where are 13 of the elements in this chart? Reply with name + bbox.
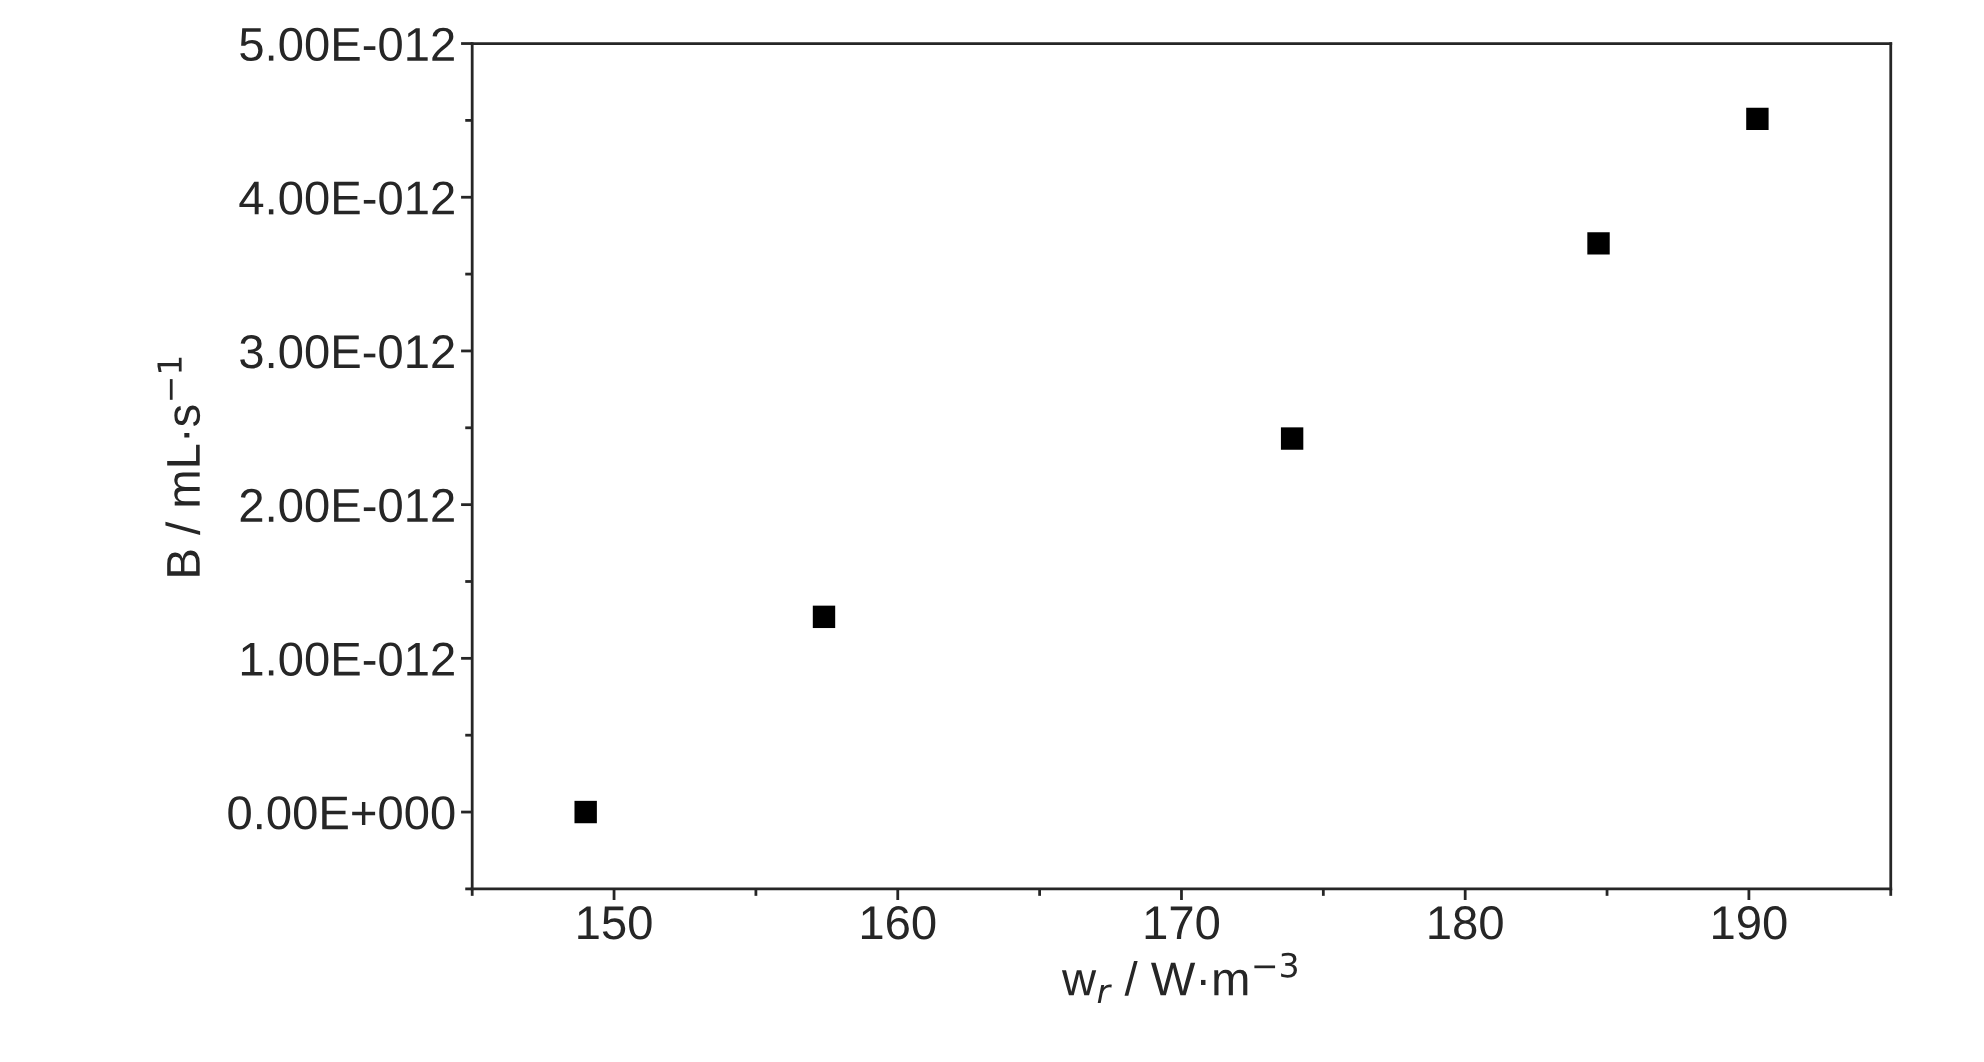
y-tick-label: 0.00E+000 bbox=[228, 796, 455, 830]
y-tick-label: 1.00E-012 bbox=[241, 642, 454, 676]
y-tick-label: 5.00E-012 bbox=[240, 27, 454, 62]
x-tick-label: 160 bbox=[861, 906, 936, 940]
y-tick-label: 3.00E-012 bbox=[240, 335, 454, 369]
x-axis-title: w$_{r}$ / W·m$^{−3}$ bbox=[1061, 952, 1297, 1004]
y-tick-label: 2.00E-012 bbox=[240, 488, 454, 523]
y-axis-title: B / mL·s$^{−1}$ bbox=[157, 357, 201, 576]
x-tick-label: 150 bbox=[578, 906, 652, 940]
y-tick-label: 4.00E-012 bbox=[239, 181, 454, 215]
x-tick-label: 170 bbox=[1145, 906, 1220, 940]
x-tick-label: 190 bbox=[1713, 906, 1787, 940]
x-tick-label: 180 bbox=[1429, 906, 1503, 940]
